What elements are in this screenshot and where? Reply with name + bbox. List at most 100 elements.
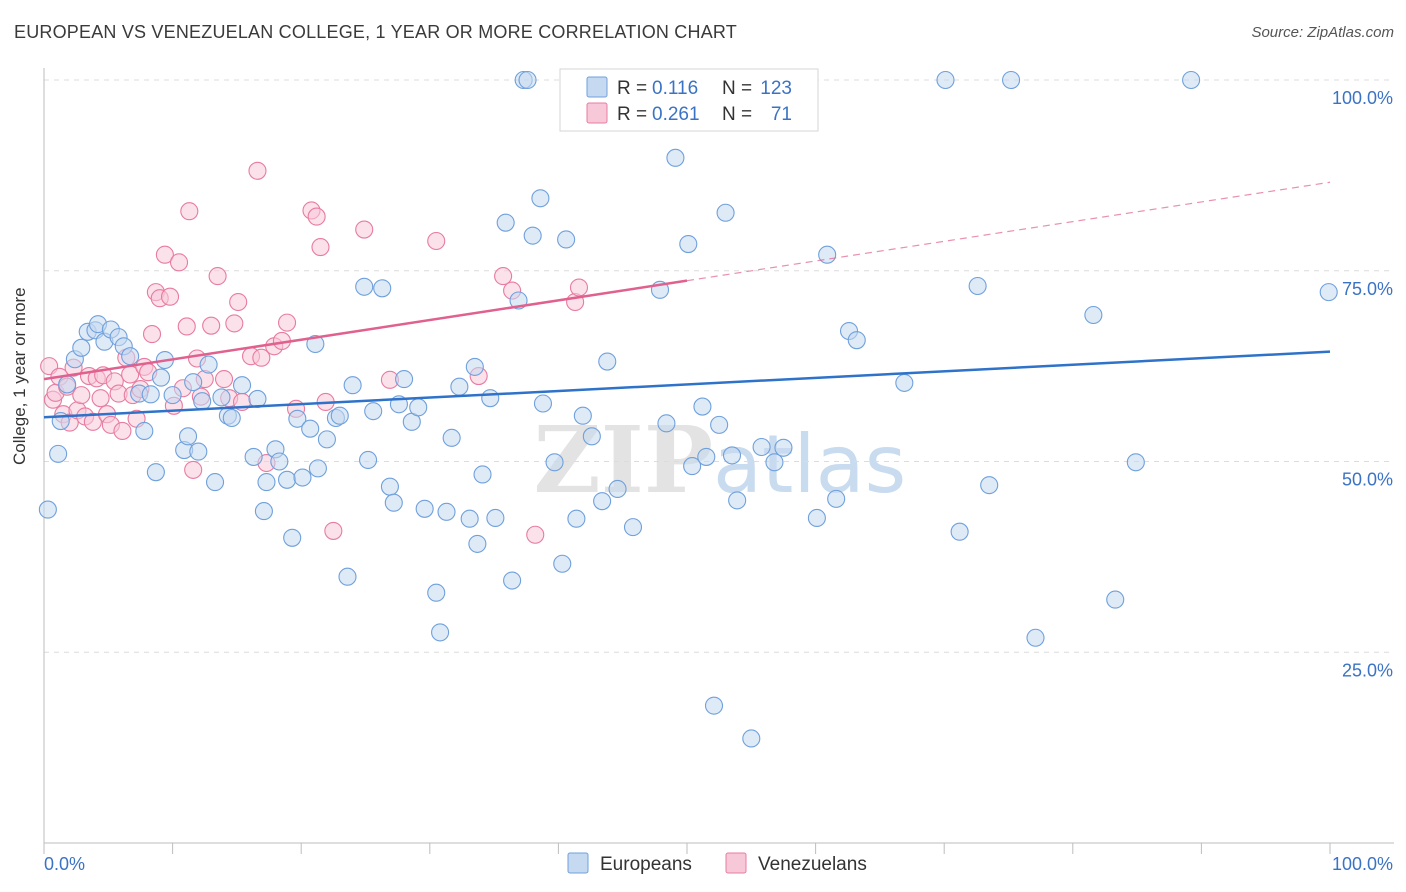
europeans-point (359, 450, 378, 470)
europeans-point (278, 470, 297, 489)
venezuelans-point (494, 267, 513, 286)
europeans-point (722, 446, 742, 465)
europeans-point (503, 571, 522, 590)
europeans-point (395, 370, 414, 389)
europeans-point (222, 408, 241, 428)
venezuelans-point (248, 161, 267, 180)
venezuelans-point (184, 460, 203, 479)
europeans-point (212, 388, 231, 407)
venezuelans-point (355, 220, 374, 239)
europeans-point (683, 457, 702, 476)
europeans-point (567, 509, 586, 528)
europeans-point (431, 623, 450, 642)
europeans-point (623, 518, 643, 537)
europeans-point (442, 428, 461, 447)
europeans-point (752, 437, 771, 457)
europeans-point (666, 148, 685, 167)
europeans-point (409, 398, 428, 417)
europeans-point (468, 534, 487, 553)
europeans-point (254, 502, 273, 521)
europeans-point (557, 230, 576, 249)
legend-bottom: Europeans Venezuelans (567, 852, 867, 875)
europeans-point (704, 696, 724, 715)
europeans-point (58, 375, 77, 394)
europeans-point (481, 389, 500, 408)
europeans-point (765, 453, 784, 472)
legend-top: R = 0.116 N = 123 R = 0.261 N = 71 (559, 68, 819, 132)
europeans-point (774, 438, 793, 457)
europeans-point (437, 502, 456, 521)
venezuelans-point (311, 238, 330, 257)
europeans-point (384, 493, 403, 512)
europeans-point (364, 402, 383, 421)
europeans-point (593, 492, 612, 511)
venezuelans-point (113, 421, 132, 441)
europeans-point (807, 508, 826, 528)
venezuelans-point (324, 521, 343, 540)
europeans-point (427, 583, 446, 602)
europeans-point (679, 234, 698, 254)
europeans-point (450, 377, 469, 396)
europeans-point (465, 357, 484, 376)
venezuelans-point (91, 389, 110, 408)
europeans-point (545, 453, 564, 472)
europeans-point (270, 452, 289, 471)
bottom-legend-label: Europeans (600, 854, 692, 875)
europeans-point (355, 277, 374, 296)
europeans-point (531, 189, 550, 208)
europeans-point (141, 385, 160, 404)
europeans-point (257, 473, 276, 492)
venezuelans-point (202, 316, 221, 335)
europeans-point (598, 352, 617, 371)
venezuelans-point (155, 245, 174, 264)
legend-n-label: N = (722, 78, 752, 99)
europeans-point (496, 213, 515, 232)
legend-n-label: N = (722, 104, 752, 125)
europeans-point (742, 729, 761, 748)
venezuelans-point (214, 370, 234, 389)
europeans-point (1319, 283, 1338, 302)
venezuelans-point (142, 325, 162, 344)
x-tick-label: 0.0% (44, 854, 85, 874)
europeans-point (244, 447, 263, 466)
venezuelans-point (526, 525, 545, 544)
europeans-point (693, 397, 712, 416)
bottom-legend-swatch (725, 852, 747, 874)
y-tick-label: 50.0% (1342, 470, 1393, 490)
x-tick-label: 100.0% (1332, 854, 1393, 874)
venezuelans-point (160, 287, 180, 306)
y-tick-label: 75.0% (1342, 279, 1393, 299)
europeans-point (283, 528, 302, 547)
europeans-point (373, 279, 392, 298)
europeans-point (146, 463, 165, 482)
europeans-point (980, 476, 999, 495)
europeans-point (38, 500, 57, 519)
europeans-point (121, 347, 140, 366)
europeans-point (293, 468, 312, 487)
europeans-point (486, 508, 505, 528)
legend-swatch (586, 76, 608, 98)
legend-swatch (586, 102, 608, 124)
venezuelans-point (569, 278, 589, 297)
europeans-point (473, 465, 492, 484)
y-tick-label: 100.0% (1332, 88, 1393, 108)
venezuelans-point (72, 386, 91, 405)
legend-r-value: 0.261 (652, 104, 700, 125)
europeans-point (135, 421, 154, 441)
europeans-point (573, 406, 592, 425)
watermark: ZIPatlas (534, 406, 907, 514)
europeans-point (308, 459, 327, 478)
venezuelans-point (83, 412, 102, 431)
venezuelans-trend-line (43, 279, 688, 381)
europeans-point (895, 373, 914, 392)
europeans-point (178, 427, 198, 446)
europeans-point (317, 430, 336, 449)
europeans-point (710, 415, 729, 434)
watermark-atlas: atlas (713, 418, 906, 511)
europeans-point (232, 376, 252, 395)
legend-r-label: R = (617, 104, 647, 125)
europeans-point (716, 203, 735, 222)
legend-n-value: 123 (760, 78, 792, 99)
europeans-point (728, 491, 747, 510)
europeans-point (582, 427, 601, 446)
